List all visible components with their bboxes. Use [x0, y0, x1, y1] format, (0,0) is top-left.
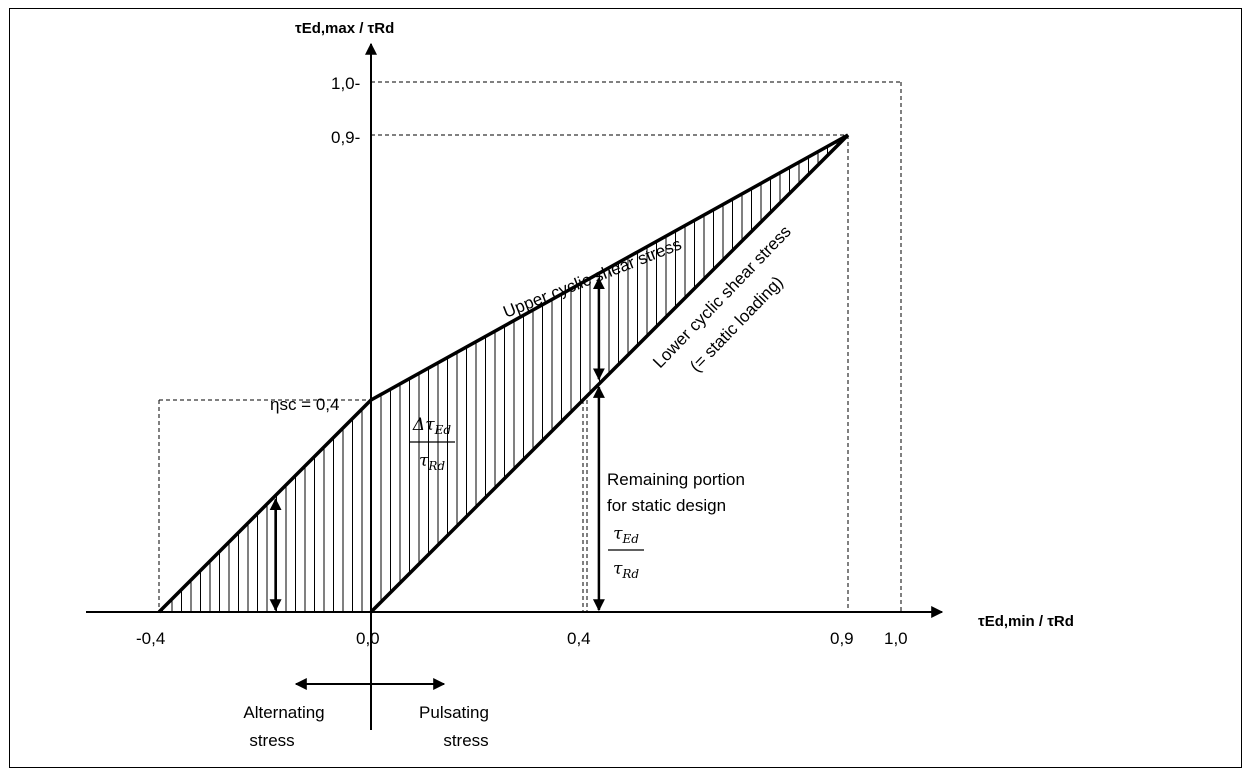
remaining-label-2: for static design [607, 496, 726, 515]
y-tick-10: 1,0- [331, 74, 360, 93]
x-tick-09: 0,9 [830, 629, 854, 648]
svg-text:τRd: τRd [419, 451, 445, 473]
svg-text:ΔτEd: ΔτEd [412, 415, 451, 437]
x-tick-neg04: -0,4 [136, 629, 165, 648]
x-tick-10: 1,0 [884, 629, 908, 648]
tau-fraction: τEd τRd [608, 524, 644, 581]
x-axis-title: τEd,min / τRd [978, 613, 1074, 630]
upper-cyclic-line [157, 133, 849, 614]
lower-cyclic-line [369, 133, 850, 614]
hatched-region [159, 135, 848, 612]
y-tick-09: 0,9- [331, 128, 360, 147]
remaining-label-1: Remaining portion [607, 470, 745, 489]
eta-label: ηsc = 0,4 [270, 395, 339, 414]
alternating-label-2: stress [249, 731, 294, 750]
svg-text:τRd: τRd [613, 559, 639, 581]
svg-text:τEd: τEd [613, 524, 639, 546]
x-tick-04: 0,4 [567, 629, 591, 648]
y-axis-title: τEd,max / τRd [295, 20, 394, 37]
x-tick-00: 0,0 [356, 629, 380, 648]
pulsating-label-1: Pulsating [419, 703, 489, 722]
pulsating-label-2: stress [443, 731, 488, 750]
delta-fraction: ΔτEd τRd [410, 415, 455, 473]
alternating-label-1: Alternating [243, 703, 324, 722]
